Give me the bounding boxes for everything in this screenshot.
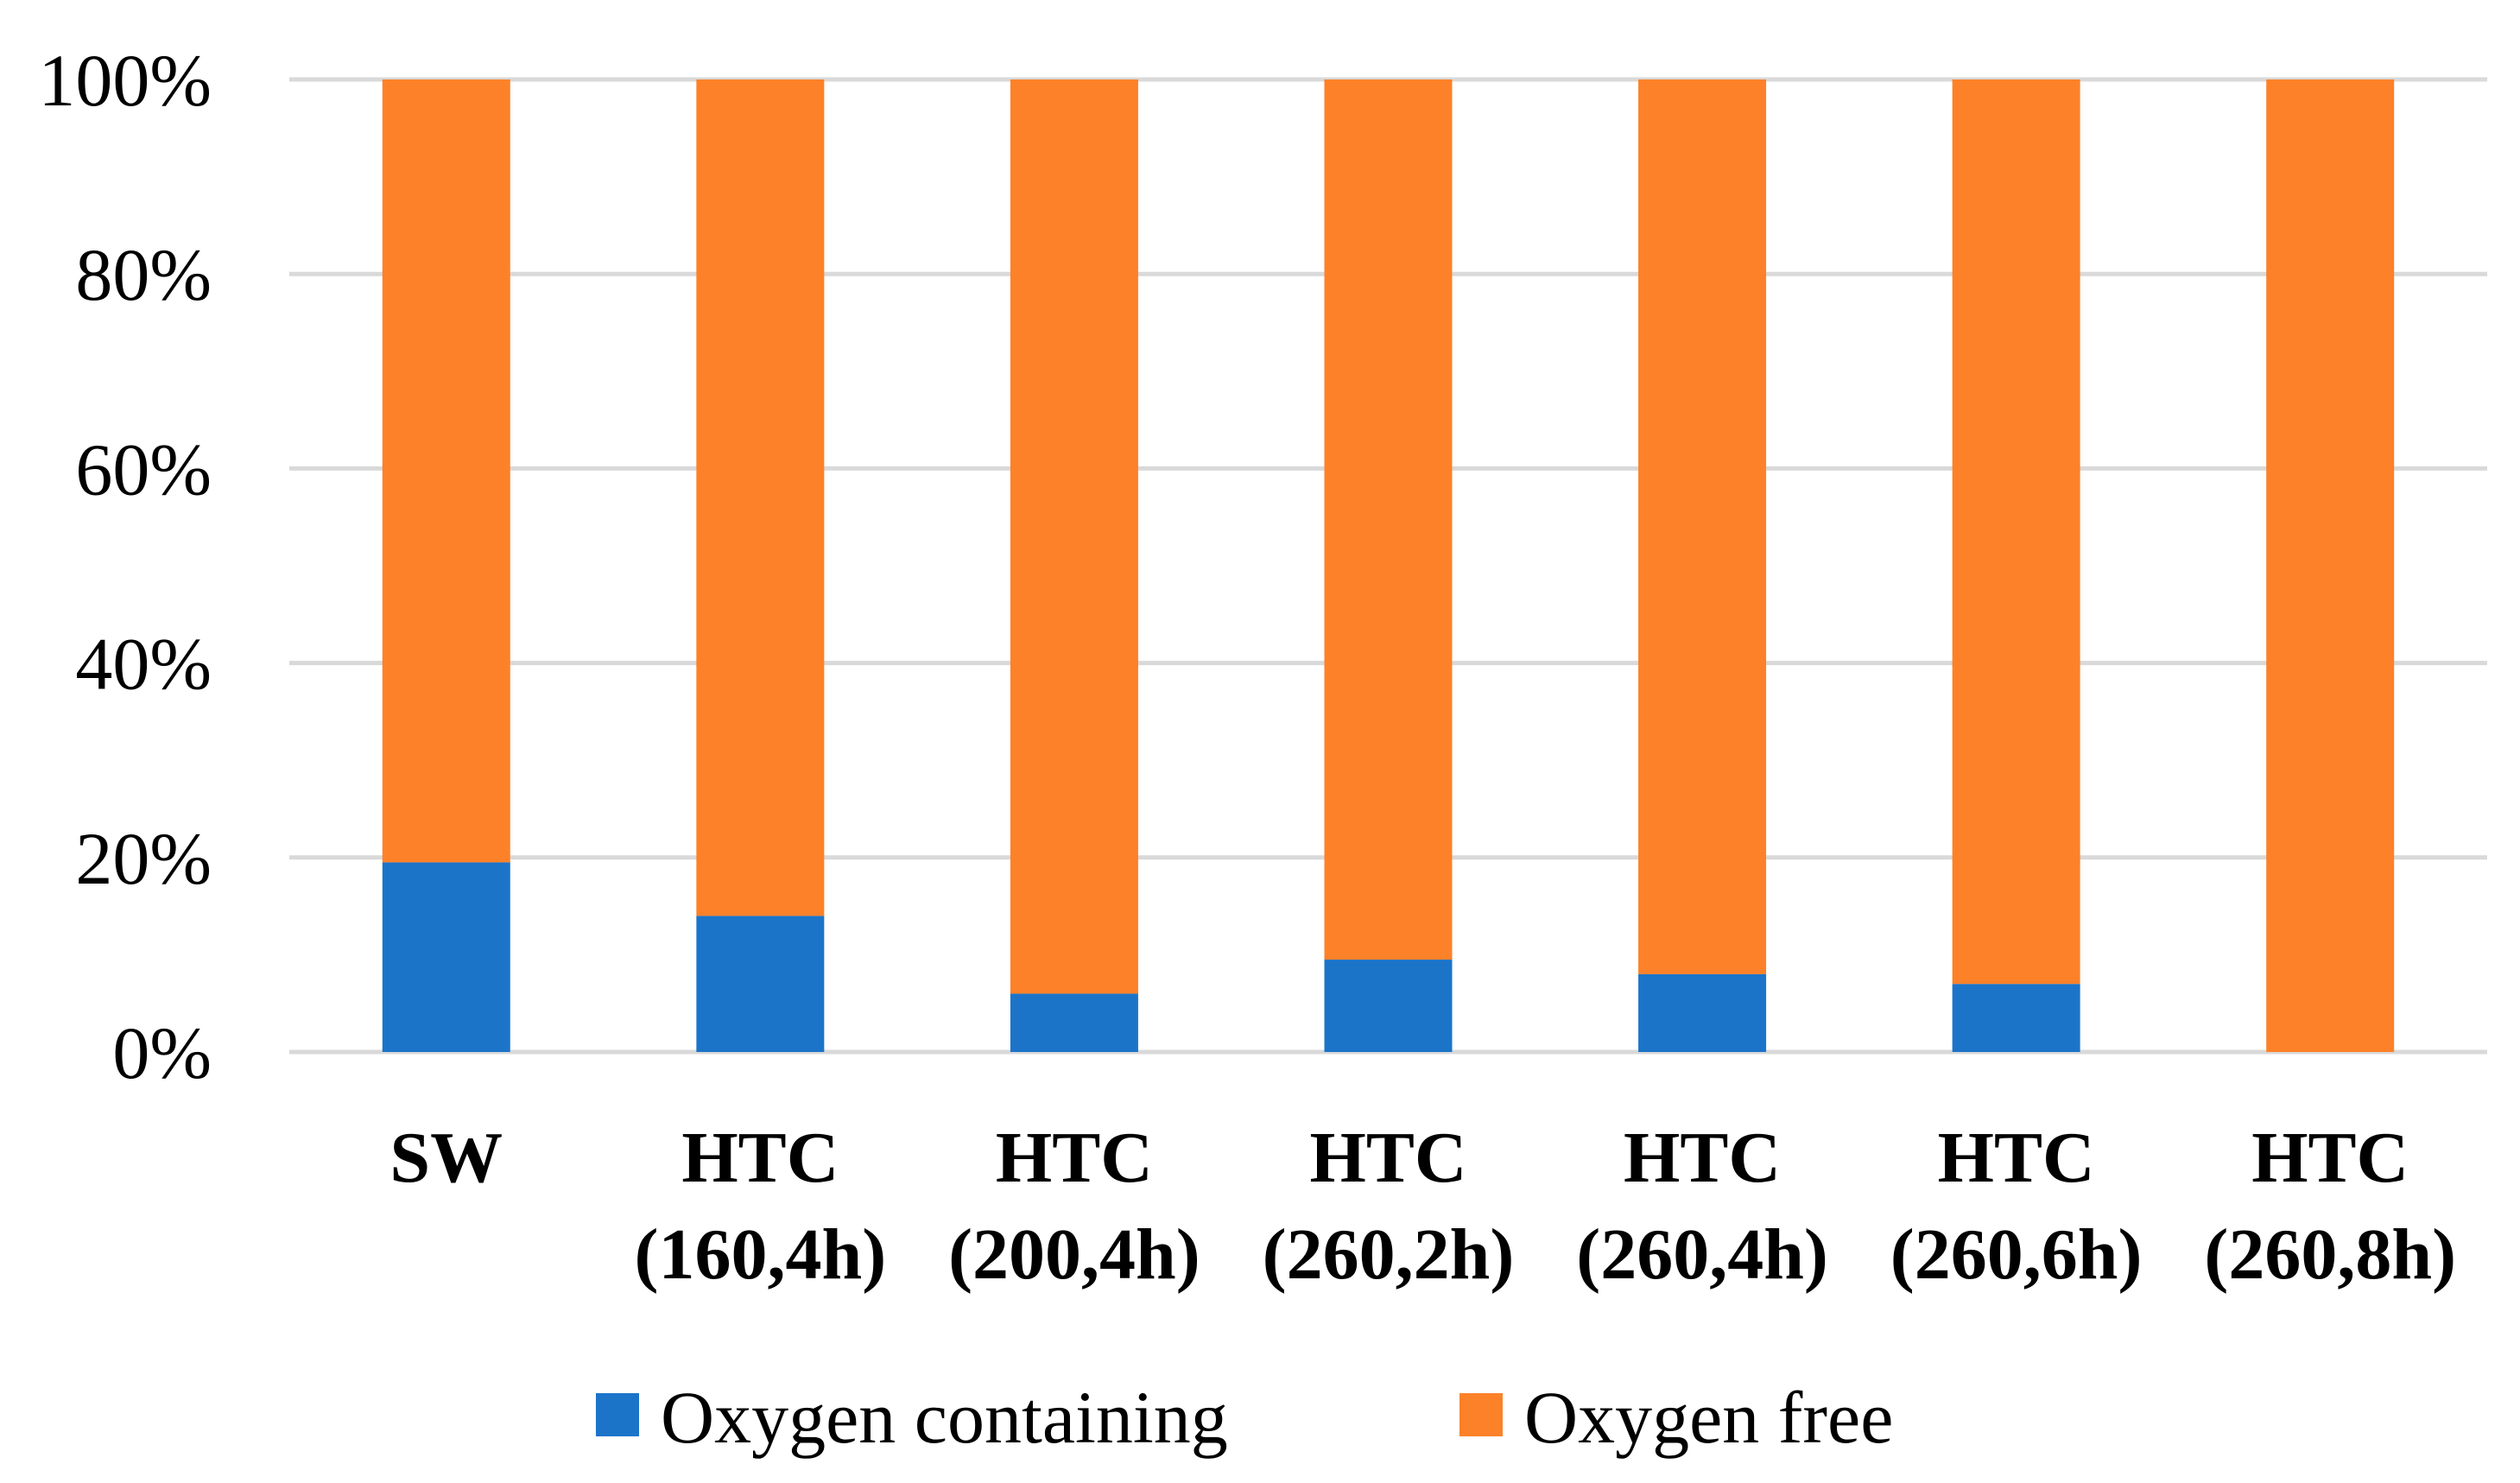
y-tick-label: 0% <box>112 1011 212 1094</box>
x-tick-label: HTC <box>1938 1118 2095 1198</box>
x-tick-label: (260,6h) <box>1890 1214 2143 1295</box>
x-tick-label: HTC <box>1309 1118 1466 1198</box>
y-axis-tick-labels: 0% 20% 40% 60% 80% 100% <box>38 39 212 1094</box>
bar-segment-oxygen-free <box>696 79 825 916</box>
x-tick-label: HTC <box>996 1118 1153 1198</box>
x-axis-tick-labels: SW HTC (160,4h) HTC (200,4h) HTC (260,2h) HTC (2… <box>389 1118 2456 1295</box>
y-tick-label: 20% <box>75 817 212 900</box>
x-tick-label: (200,4h) <box>948 1214 1200 1295</box>
bar-segment-oxygen-free <box>1324 79 1453 960</box>
x-tick-label: HTC <box>1624 1118 1781 1198</box>
y-tick-label: 60% <box>75 428 212 510</box>
y-tick-label: 80% <box>75 233 212 316</box>
bar-segment-oxygen-containing <box>1952 984 2080 1052</box>
bar-segment-oxygen-containing <box>382 862 510 1052</box>
y-tick-label: 40% <box>75 623 212 706</box>
y-tick-label: 100% <box>38 39 212 122</box>
legend-label: Oxygen free <box>1524 1376 1893 1459</box>
legend: Oxygen containing Oxygen free <box>596 1376 1893 1459</box>
bar-segment-oxygen-free <box>1638 79 1767 974</box>
x-tick-label: (160,4h) <box>635 1214 887 1295</box>
legend-swatch <box>1459 1393 1503 1436</box>
bar-segment-oxygen-containing <box>696 916 825 1052</box>
bars <box>382 79 2395 1052</box>
x-tick-label: (260,2h) <box>1263 1214 1515 1295</box>
bar-segment-oxygen-containing <box>1638 973 1767 1052</box>
x-tick-label: (260,4h) <box>1576 1214 1828 1295</box>
bar-segment-oxygen-containing <box>1324 960 1453 1052</box>
legend-label: Oxygen containing <box>661 1376 1228 1459</box>
bar-segment-oxygen-free <box>1010 79 1138 994</box>
bar-segment-oxygen-free <box>1952 79 2080 985</box>
x-tick-label: HTC <box>681 1118 839 1198</box>
legend-swatch <box>596 1393 639 1436</box>
bar-segment-oxygen-containing <box>1010 993 1138 1052</box>
bar-segment-oxygen-free <box>382 79 510 863</box>
x-tick-label: (260,8h) <box>2204 1214 2456 1295</box>
bar-segment-oxygen-free <box>2266 79 2395 1052</box>
x-tick-label: HTC <box>2251 1118 2409 1198</box>
x-tick-label: SW <box>389 1118 503 1198</box>
